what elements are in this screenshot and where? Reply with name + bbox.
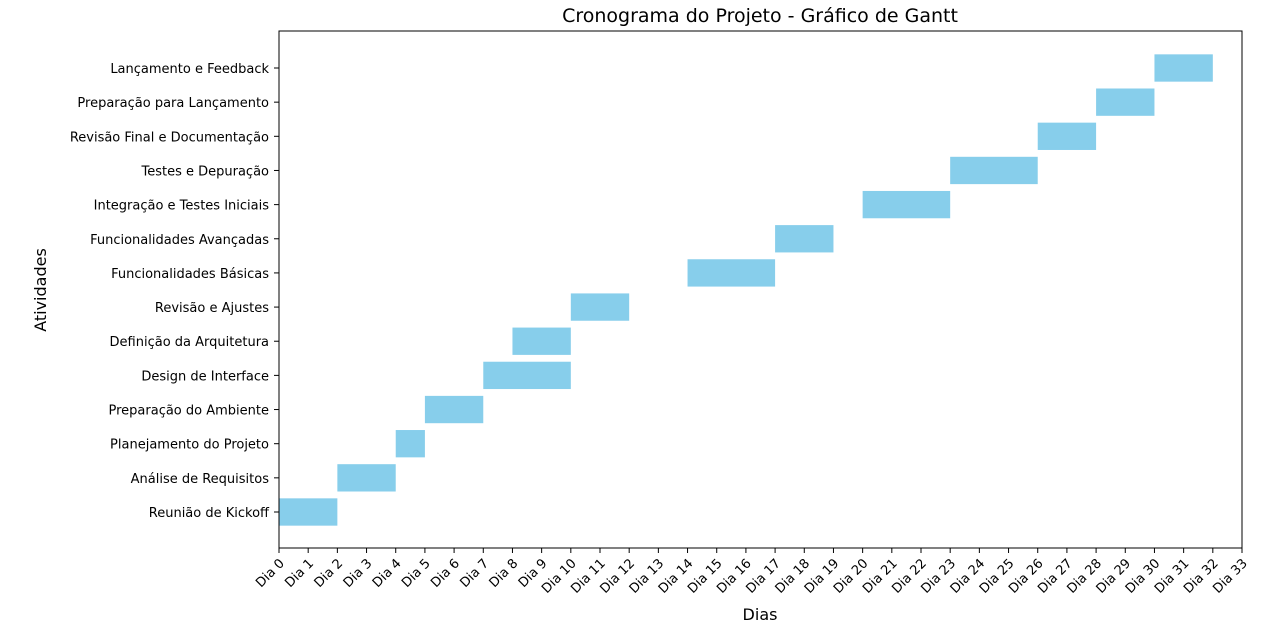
y-tick-label: Revisão e Ajustes — [155, 301, 269, 316]
bar-task-9 — [862, 190, 951, 219]
y-tick-label: Lançamento e Feedback — [110, 62, 269, 77]
bar-task-0 — [279, 498, 338, 526]
y-axis-title: Atividades — [31, 248, 50, 332]
bar-task-7 — [687, 259, 776, 287]
bar-task-1 — [337, 464, 396, 492]
x-tick-label: Dia 8 — [487, 556, 522, 591]
y-tick-label: Design de Interface — [141, 369, 269, 384]
x-tick-label: Dia 3 — [341, 556, 376, 591]
y-tick-label: Análise de Requisitos — [131, 472, 270, 487]
y-tick-label: Definição da Arquitetura — [110, 335, 269, 350]
x-tick-label: Dia 2 — [312, 556, 347, 591]
bar-task-10 — [950, 156, 1038, 185]
y-tick-label: Preparação do Ambiente — [109, 404, 270, 419]
y-tick-label: Integração e Testes Iniciais — [94, 199, 270, 214]
x-tick-label: Dia 7 — [457, 556, 492, 591]
y-tick-label: Testes e Depuração — [140, 164, 269, 179]
bar-task-6 — [570, 293, 630, 321]
bar-task-4 — [483, 361, 571, 390]
y-tick-label: Funcionalidades Básicas — [111, 267, 269, 282]
y-tick-label: Revisão Final e Documentação — [70, 130, 269, 145]
x-tick-label: Dia 0 — [253, 556, 288, 591]
x-tick-label: Dia 5 — [399, 556, 434, 591]
bar-task-3 — [424, 395, 484, 424]
bar-task-8 — [775, 225, 834, 253]
x-tick-label: Dia 1 — [282, 556, 317, 591]
bar-task-12 — [1096, 88, 1155, 116]
bar-task-13 — [1154, 54, 1213, 82]
y-tick-label: Reunião de Kickoff — [149, 506, 270, 521]
y-tick-label: Funcionalidades Avançadas — [90, 233, 269, 248]
y-axis: Reunião de Kickoff Análise de Requisitos P… — [70, 62, 279, 521]
bars-layer — [279, 54, 1213, 526]
bar-task-11 — [1037, 122, 1097, 150]
bar-task-2 — [395, 430, 425, 458]
x-tick-label: Dia 6 — [428, 556, 463, 591]
bar-task-5 — [512, 327, 571, 355]
x-tick-label: Dia 4 — [370, 556, 405, 591]
y-tick-label: Planejamento do Projeto — [110, 438, 269, 453]
y-tick-label: Preparação para Lançamento — [77, 96, 269, 111]
chart-title: Cronograma do Projeto - Gráfico de Gantt — [562, 5, 958, 27]
x-axis-title: Dias — [743, 605, 778, 620]
plot-frame — [278, 30, 1243, 549]
